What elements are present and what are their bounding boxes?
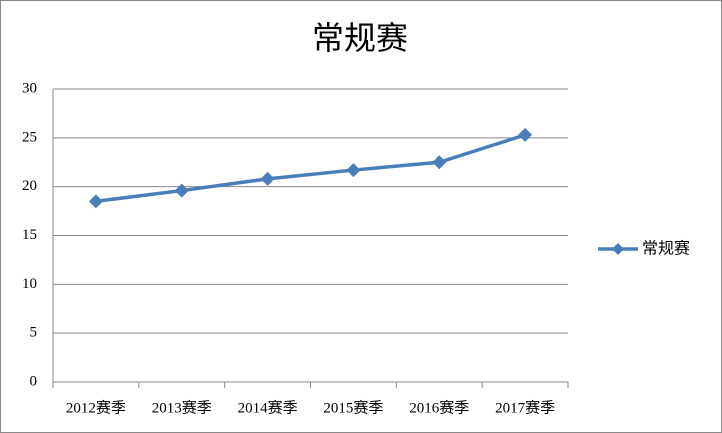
y-tick-label: 10: [22, 276, 37, 292]
marker: [432, 155, 447, 170]
marker: [346, 163, 361, 178]
x-tick-label: 2017赛季: [495, 399, 555, 416]
x-tick-label: 2012赛季: [66, 399, 126, 416]
chart-title: 常规赛: [312, 19, 408, 57]
legend-marker: [612, 243, 624, 255]
y-tick-label: 15: [22, 227, 37, 243]
x-tick-label: 2015赛季: [323, 399, 383, 416]
marker: [88, 194, 103, 209]
x-tick-label: 2014赛季: [238, 399, 298, 416]
x-tick-label: 2013赛季: [152, 399, 212, 416]
y-tick-label: 20: [22, 178, 37, 194]
marker: [174, 183, 189, 198]
y-tick-label: 5: [30, 325, 38, 341]
y-tick-label: 0: [30, 373, 38, 389]
marker: [260, 171, 275, 186]
line: [95, 133, 526, 204]
y-tick-label: 25: [22, 129, 37, 145]
x-tick-label: 2016赛季: [409, 399, 469, 416]
legend-label: 常规赛: [642, 239, 690, 258]
marker: [518, 127, 533, 142]
y-tick-label: 30: [22, 80, 37, 96]
